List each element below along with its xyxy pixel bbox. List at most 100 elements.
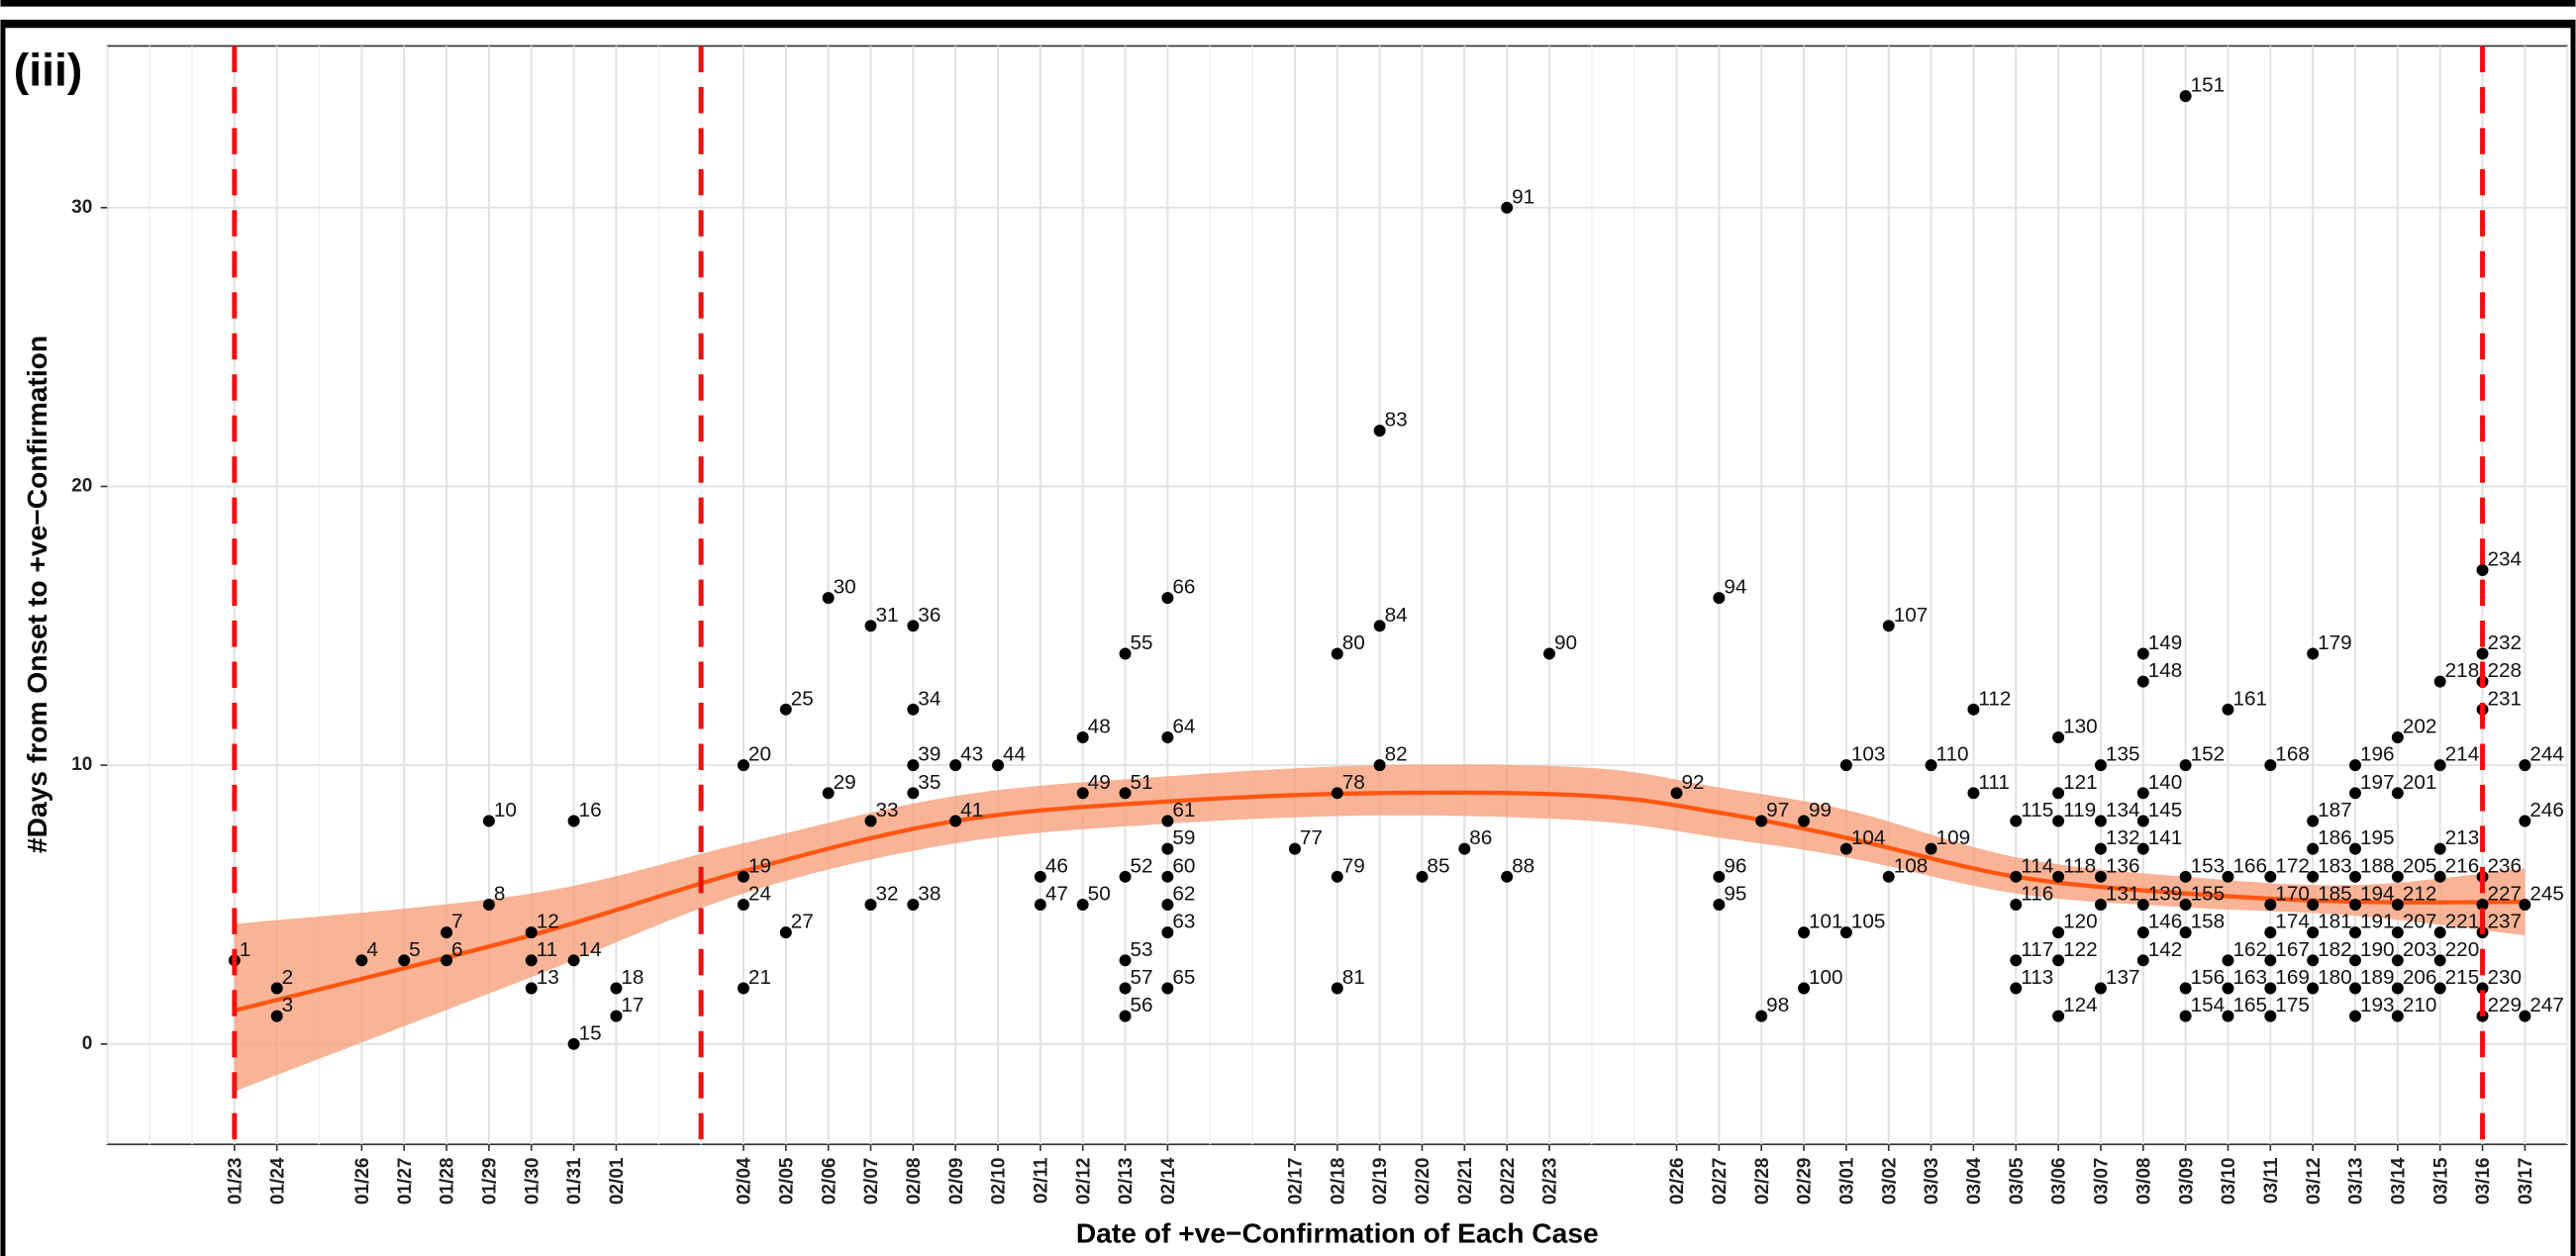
point-label: 196: [2360, 743, 2395, 766]
point-label: 47: [1045, 882, 1068, 905]
x-tick-label: 01/23: [225, 1157, 246, 1205]
x-axis-label: Date of +ve−Confirmation of Each Case: [1076, 1217, 1599, 1249]
x-tick-label: 01/26: [352, 1157, 373, 1205]
x-tick-label: 03/04: [1964, 1157, 1985, 1205]
point: [1119, 647, 1132, 660]
point-label: 137: [2106, 966, 2140, 989]
x-tick-label: 02/28: [1752, 1157, 1773, 1205]
point-label: 197: [2360, 771, 2395, 794]
point: [2349, 1010, 2361, 1022]
point-label: 215: [2445, 966, 2480, 989]
point-label: 247: [2529, 994, 2564, 1016]
point: [270, 1010, 283, 1022]
point-label: 109: [1936, 826, 1971, 849]
x-tick-label: 03/01: [1837, 1157, 1858, 1205]
point: [907, 703, 920, 716]
point: [1713, 870, 1726, 883]
point: [2222, 870, 2234, 883]
point: [1543, 647, 1555, 660]
point: [2349, 982, 2361, 995]
point-label: 214: [2445, 743, 2480, 766]
point-label: 220: [2445, 938, 2480, 961]
point-label: 99: [1809, 799, 1832, 821]
point-label: 94: [1724, 576, 1746, 599]
point-label: 120: [2063, 911, 2098, 933]
point-label: 180: [2318, 966, 2352, 989]
point: [2136, 787, 2149, 800]
top-bar: [0, 19, 2576, 29]
point: [1119, 954, 1132, 967]
point: [2136, 954, 2149, 967]
point: [1161, 592, 1174, 605]
point-label: 116: [2021, 882, 2053, 905]
point: [2476, 564, 2489, 576]
point-label: 207: [2403, 911, 2437, 933]
x-tick-label: 02/22: [1498, 1157, 1519, 1205]
point-label: 145: [2148, 799, 2183, 821]
point: [1076, 898, 1089, 911]
point: [610, 982, 623, 995]
x-tick-label: 02/29: [1795, 1157, 1816, 1205]
point: [2433, 982, 2446, 995]
point-label: 82: [1385, 743, 1408, 766]
point-label: 202: [2403, 715, 2437, 737]
point-label: 56: [1131, 994, 1153, 1016]
point-label: 124: [2063, 994, 2098, 1016]
point-label: 88: [1512, 854, 1535, 877]
point: [822, 592, 835, 605]
point: [2264, 870, 2277, 883]
point: [441, 954, 453, 967]
point: [1798, 982, 1811, 995]
point: [2052, 787, 2065, 800]
point-label: 193: [2360, 994, 2395, 1016]
point-label: 186: [2318, 826, 2352, 849]
point-label: 183: [2318, 854, 2352, 877]
point: [567, 954, 580, 967]
point-label: 206: [2403, 966, 2437, 989]
x-tick-label: 01/30: [522, 1157, 543, 1205]
x-tick-label: 02/04: [735, 1157, 755, 1205]
point-label: 24: [748, 882, 771, 905]
point: [2391, 954, 2404, 967]
point-label: 27: [791, 911, 814, 933]
point-label: 182: [2318, 938, 2352, 961]
point-label: 170: [2275, 882, 2310, 905]
point: [2391, 926, 2404, 939]
point-label: 132: [2106, 826, 2140, 849]
point-label: 213: [2445, 826, 2480, 849]
point: [1458, 842, 1471, 855]
point: [949, 759, 962, 772]
point: [2519, 898, 2531, 911]
point: [1967, 703, 1980, 716]
x-tick-label: 02/17: [1286, 1157, 1307, 1205]
x-tick-label: 02/08: [904, 1157, 925, 1205]
point: [2349, 954, 2361, 967]
point-label: 175: [2275, 994, 2310, 1016]
point: [2307, 926, 2320, 939]
x-tick-label: 02/05: [776, 1157, 797, 1205]
point-label: 21: [748, 966, 771, 989]
point-label: 158: [2191, 911, 2226, 933]
point-label: 244: [2529, 743, 2564, 766]
x-tick-label: 02/12: [1073, 1157, 1094, 1205]
point-label: 231: [2488, 687, 2523, 710]
point-label: 62: [1172, 882, 1195, 905]
point: [1119, 787, 1132, 800]
point-label: 189: [2360, 966, 2395, 989]
y-tick-label: 0: [82, 1033, 93, 1054]
point-label: 25: [791, 687, 814, 710]
point: [2391, 898, 2404, 911]
point: [355, 954, 368, 967]
point: [525, 982, 538, 995]
point: [1501, 870, 1514, 883]
point-label: 85: [1427, 854, 1449, 877]
x-tick-label: 02/10: [989, 1157, 1010, 1205]
point: [2349, 759, 2361, 772]
point-label: 31: [875, 604, 898, 627]
point-label: 91: [1512, 185, 1535, 208]
x-tick-label: 01/29: [480, 1157, 501, 1205]
point-label: 19: [748, 854, 771, 877]
point-label: 218: [2445, 659, 2480, 682]
point: [1755, 1010, 1768, 1022]
point-label: 100: [1809, 966, 1843, 989]
